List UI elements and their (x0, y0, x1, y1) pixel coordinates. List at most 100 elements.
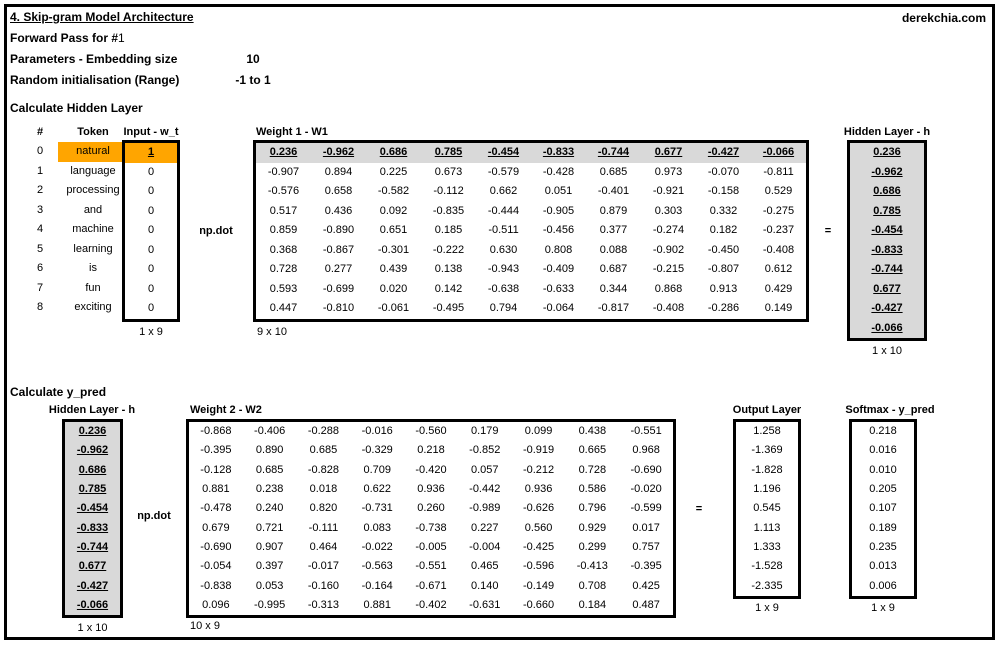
matrix-cell: -0.905 (542, 204, 575, 217)
matrix-cell: 0 (147, 302, 155, 315)
matrix-cell: -0.551 (630, 425, 662, 438)
matrix-cell: -0.626 (522, 502, 555, 515)
matrix-cell: 0.184 (578, 598, 607, 611)
equals-sign-1: = (824, 225, 832, 237)
matrix-cell: 0.227 (471, 521, 499, 534)
matrix-cell: -0.413 (576, 560, 608, 573)
matrix-cell: 0.260 (417, 502, 445, 515)
matrix-cell: -0.495 (432, 302, 465, 315)
matrix-cell: -0.810 (322, 302, 355, 315)
matrix-cell: 0.687 (599, 263, 628, 276)
section-ypred-heading: Calculate y_pred (10, 385, 107, 399)
w2-matrix-box[interactable]: -0.868 -0.406 -0.288 -0.016 -0.560 0.179 0.099… (186, 419, 676, 618)
matrix-cell: 0.344 (599, 282, 628, 295)
softmax-vector-box[interactable]: 0.218 0.016 0.010 0.205 0.107 0.189 0.235 0.013… (849, 419, 917, 599)
matrix-cell: -0.867 (322, 243, 355, 256)
matrix-cell: 1 (125, 143, 177, 163)
matrix-cell: 0 (147, 204, 155, 217)
matrix-cell: 0.464 (309, 540, 338, 553)
matrix-cell: 0.785 (434, 146, 463, 159)
matrix-cell: -0.237 (762, 224, 795, 237)
matrix-cell: -0.907 (267, 165, 300, 178)
matrix-cell: 0.728 (578, 463, 607, 476)
matrix-cell: -0.274 (652, 224, 685, 237)
matrix-cell: -0.690 (630, 463, 662, 476)
matrix-cell: 0.859 (269, 224, 298, 237)
matrix-cell: -0.671 (415, 579, 447, 592)
token-column[interactable]: natural language processing and machine learn… (58, 142, 128, 318)
matrix-cell: -0.066 (76, 598, 109, 611)
output-layer-vector-box[interactable]: 1.258 -1.369 -1.828 1.196 0.545 1.113 1.333 -1.… (733, 419, 801, 599)
matrix-cell: 6 (36, 262, 44, 275)
matrix-cell: -0.111 (308, 521, 339, 534)
matrix-cell: 0.053 (255, 579, 284, 592)
matrix-cell: -0.212 (522, 463, 555, 476)
matrix-cell: -0.016 (361, 425, 393, 438)
matrix-row: 0.859 -0.890 0.651 0.185 -0.511 -0.456 0.377 -0… (256, 221, 806, 241)
matrix-cell: -1.369 (751, 444, 783, 457)
matrix-cell: 0.140 (471, 579, 499, 592)
matrix-cell: 0.051 (544, 185, 573, 198)
param-random-value[interactable]: -1 to 1 (235, 73, 271, 87)
matrix-cell: 0.820 (309, 502, 338, 515)
w1-matrix-box[interactable]: 0.236 -0.962 0.686 0.785 -0.454 -0.833 -0.744 0… (253, 140, 809, 322)
matrix-cell: -0.444 (487, 204, 520, 217)
matrix-cell: -0.066 (762, 146, 795, 159)
matrix-cell: 0.277 (324, 263, 353, 276)
matrix-cell: 1.113 (753, 521, 781, 534)
matrix-cell: is (89, 262, 97, 275)
output-layer-heading: Output Layer (732, 404, 802, 416)
matrix-row: 0.679 0.721 -0.111 0.083 -0.738 0.227 0.560 0.9… (189, 518, 673, 537)
matrix-cell: 0.013 (869, 560, 897, 573)
w2-dim-label: 10 x 9 (190, 620, 220, 632)
input-vector-box[interactable]: 1 0 0 0 0 0 0 0 0 (122, 140, 180, 322)
w1-heading: Weight 1 - W1 (256, 126, 328, 138)
matrix-cell: -0.919 (522, 444, 555, 457)
matrix-cell: 0.299 (578, 540, 607, 553)
matrix-cell: 0.709 (363, 463, 391, 476)
matrix-cell: -0.061 (377, 302, 410, 315)
matrix-row: -0.395 0.890 0.685 -0.329 0.218 -0.852 -0.919 0… (189, 441, 673, 460)
matrix-cell: -0.838 (200, 579, 232, 592)
matrix-cell: 0.010 (869, 463, 897, 476)
matrix-cell: 0.685 (309, 444, 338, 457)
matrix-cell: -0.833 (76, 521, 109, 534)
matrix-cell: -0.222 (432, 243, 465, 256)
matrix-cell: 0.808 (544, 243, 573, 256)
matrix-cell: -1.528 (751, 560, 783, 573)
matrix-cell: 0.438 (578, 425, 607, 438)
matrix-cell: -0.408 (762, 243, 795, 256)
matrix-cell: 0.189 (869, 521, 897, 534)
w2-heading: Weight 2 - W2 (190, 404, 262, 416)
hidden-layer-vector-box-2[interactable]: 0.236 -0.962 0.686 0.785 -0.454 -0.833 -0.744 0… (62, 419, 123, 618)
matrix-cell: -0.868 (200, 425, 232, 438)
matrix-cell: 0.218 (869, 425, 897, 438)
matrix-cell: 0.397 (255, 560, 284, 573)
param-embedding-value[interactable]: 10 (246, 52, 260, 66)
matrix-cell: -2.335 (751, 579, 783, 592)
matrix-row: -0.868 -0.406 -0.288 -0.016 -0.560 0.179 0.099… (189, 422, 673, 441)
equals-sign-2: = (695, 503, 703, 515)
matrix-row: 0.096 -0.995 -0.313 0.881 -0.402 -0.631 -0.660… (189, 596, 673, 615)
matrix-cell: 0.236 (269, 146, 298, 159)
matrix-cell: -0.833 (871, 243, 903, 256)
matrix-cell: -0.828 (307, 463, 340, 476)
matrix-cell: -0.811 (763, 165, 794, 178)
matrix-cell: 0.332 (709, 204, 738, 217)
matrix-cell: -0.890 (322, 224, 355, 237)
matrix-row: -0.128 0.685 -0.828 0.709 -0.420 0.057 -0.212 0… (189, 461, 673, 480)
matrix-cell: -0.962 (322, 146, 355, 159)
matrix-cell: 0.929 (578, 521, 607, 534)
matrix-cell: -0.835 (432, 204, 465, 217)
matrix-cell: -0.633 (542, 282, 575, 295)
section-hidden-heading: Calculate Hidden Layer (10, 101, 143, 115)
hidden-dim-label-2: 1 x 10 (77, 622, 108, 634)
matrix-row: 0.728 0.277 0.439 0.138 -0.943 -0.409 0.687 -0.… (256, 260, 806, 280)
matrix-cell: -0.005 (415, 540, 447, 553)
hidden-layer-vector-box[interactable]: 0.236 -0.962 0.686 0.785 -0.454 -0.833 -0.744 0… (847, 140, 927, 341)
matrix-cell: 0.593 (269, 282, 298, 295)
np-dot-operator-1: np.dot (199, 225, 233, 237)
matrix-cell: -0.631 (469, 598, 501, 611)
matrix-cell: 0.890 (255, 444, 284, 457)
matrix-cell: 2 (36, 184, 44, 197)
